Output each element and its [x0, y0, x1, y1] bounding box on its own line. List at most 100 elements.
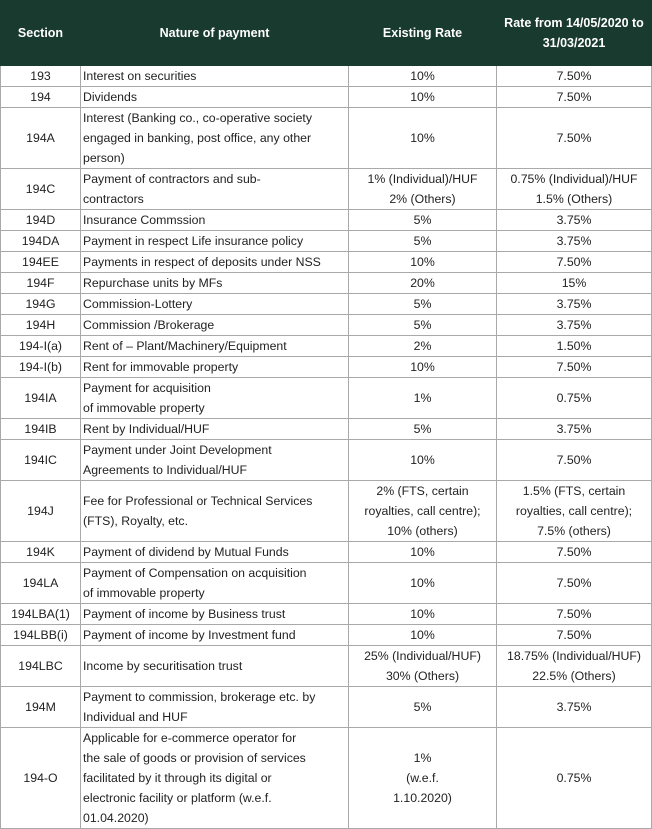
- nature-of-payment-cell: Payment in respect Life insurance policy: [80, 230, 349, 252]
- new-rate-cell: 3.75%: [496, 293, 652, 315]
- cell-line: 3.75%: [556, 297, 592, 311]
- nature-of-payment-cell: Interest on securities: [80, 65, 349, 87]
- new-rate-cell: 7.50%: [496, 603, 652, 625]
- cell-line: 10%: [410, 255, 435, 269]
- cell-line: 7.50%: [556, 628, 592, 642]
- new-rate-cell: 7.50%: [496, 251, 652, 273]
- section-cell: 194IB: [0, 418, 81, 440]
- table-row: 194IB Rent by Individual/HUF 5% 3.75%: [0, 418, 652, 440]
- cell-line: 10%: [410, 131, 435, 145]
- cell-line: Fee for Professional or Technical Servic…: [83, 494, 313, 508]
- header-new-rate: Rate from 14/05/2020 to 31/03/2021: [496, 0, 652, 66]
- nature-of-payment-cell: Rent for immovable property: [80, 356, 349, 378]
- cell-line: Applicable for e-commerce operator for: [83, 731, 297, 745]
- cell-line: 10%: [410, 90, 435, 104]
- cell-line: (FTS), Royalty, etc.: [83, 514, 188, 528]
- cell-line: Payment of income by Investment fund: [83, 628, 296, 642]
- nature-of-payment-cell: Insurance Commssion: [80, 209, 349, 231]
- table-row: 194D Insurance Commssion 5% 3.75%: [0, 209, 652, 231]
- cell-line: 7.50%: [556, 576, 592, 590]
- section-cell: 193: [0, 65, 81, 87]
- nature-of-payment-cell: Fee for Professional or Technical Servic…: [80, 480, 349, 542]
- existing-rate-cell: 5%: [348, 314, 497, 336]
- cell-line: 5%: [413, 422, 432, 436]
- new-rate-cell: 3.75%: [496, 686, 652, 728]
- new-rate-cell: 7.50%: [496, 624, 652, 646]
- cell-line: 15%: [561, 276, 587, 290]
- cell-line: Payment of Compensation on acquisition: [83, 566, 307, 580]
- header-row: Section Nature of payment Existing Rate …: [0, 0, 652, 66]
- cell-line: 5%: [413, 318, 432, 332]
- cell-line: Interest (Banking co., co-operative soci…: [83, 111, 312, 125]
- table-row: 194 Dividends 10% 7.50%: [0, 86, 652, 108]
- cell-line: electronic facility or platform (w.e.f.: [83, 791, 272, 805]
- cell-line: of immovable property: [83, 401, 205, 415]
- cell-line: Interest on securities: [83, 69, 197, 83]
- cell-line: Commission-Lottery: [83, 297, 193, 311]
- cell-line: Payments in respect of deposits under NS…: [83, 255, 321, 269]
- cell-line: 1.5% (FTS, certain: [522, 484, 626, 498]
- section-cell: 194F: [0, 272, 81, 294]
- cell-line: 5%: [413, 213, 432, 227]
- nature-of-payment-cell: Dividends: [80, 86, 349, 108]
- nature-of-payment-cell: Applicable for e-commerce operator for th…: [80, 727, 349, 829]
- table-row: 194-I(a) Rent of – Plant/Machinery/Equipm…: [0, 335, 652, 357]
- cell-line: Dividends: [83, 90, 137, 104]
- cell-line: 1.5% (Others): [535, 192, 613, 206]
- table-row: 194IC Payment under Joint Development Agre…: [0, 439, 652, 481]
- cell-line: 01.04.2020): [83, 811, 149, 825]
- table-row: 194EE Payments in respect of deposits und…: [0, 251, 652, 273]
- nature-of-payment-cell: Income by securitisation trust: [80, 645, 349, 687]
- nature-of-payment-cell: Rent by Individual/HUF: [80, 418, 349, 440]
- cell-line: royalties, call centre);: [515, 504, 633, 518]
- cell-line: Repurchase units by MFs: [83, 276, 223, 290]
- table-row: 193 Interest on securities 10% 7.50%: [0, 65, 652, 87]
- cell-line: 7.50%: [556, 360, 592, 374]
- new-rate-cell: 3.75%: [496, 314, 652, 336]
- existing-rate-cell: 25% (Individual/HUF) 30% (Others): [348, 645, 497, 687]
- table-row: 194H Commission /Brokerage 5% 3.75%: [0, 314, 652, 336]
- cell-line: 0.75% (Individual)/HUF: [510, 172, 638, 186]
- table-row: 194G Commission-Lottery 5% 3.75%: [0, 293, 652, 315]
- cell-line: 0.75%: [556, 391, 592, 405]
- cell-line: 1%: [413, 391, 432, 405]
- section-cell: 194G: [0, 293, 81, 315]
- table-row: 194J Fee for Professional or Technical Se…: [0, 480, 652, 542]
- table-row: 194LBA(1) Payment of income by Business t…: [0, 603, 652, 625]
- table-row: 194-O Applicable for e-commerce operator …: [0, 727, 652, 829]
- section-cell: 194A: [0, 107, 81, 169]
- cell-line: 1.10.2020): [393, 791, 452, 805]
- nature-of-payment-cell: Payment to commission, brokerage etc. by…: [80, 686, 349, 728]
- cell-line: Rent by Individual/HUF: [83, 422, 210, 436]
- table-header: Section Nature of payment Existing Rate …: [0, 0, 652, 66]
- section-cell: 194LBC: [0, 645, 81, 687]
- new-rate-cell: 3.75%: [496, 230, 652, 252]
- new-rate-cell: 7.50%: [496, 107, 652, 169]
- nature-of-payment-cell: Rent of – Plant/Machinery/Equipment: [80, 335, 349, 357]
- existing-rate-cell: 10%: [348, 562, 497, 604]
- cell-line: 10%: [410, 545, 435, 559]
- existing-rate-cell: 10%: [348, 439, 497, 481]
- existing-rate-cell: 10%: [348, 251, 497, 273]
- new-rate-cell: 7.50%: [496, 65, 652, 87]
- section-cell: 194DA: [0, 230, 81, 252]
- table-body: 193 Interest on securities 10% 7.50% 194 Divi…: [0, 65, 652, 829]
- cell-line: 30% (Others): [385, 669, 460, 683]
- existing-rate-cell: 10%: [348, 107, 497, 169]
- nature-of-payment-cell: Payment of income by Investment fund: [80, 624, 349, 646]
- table-row: 194M Payment to commission, brokerage etc…: [0, 686, 652, 728]
- cell-line: Individual and HUF: [83, 710, 188, 724]
- section-cell: 194-O: [0, 727, 81, 829]
- cell-line: 5%: [413, 297, 432, 311]
- cell-line: Income by securitisation trust: [83, 659, 243, 673]
- cell-line: 5%: [413, 234, 432, 248]
- new-rate-cell: 15%: [496, 272, 652, 294]
- header-nature-of-payment: Nature of payment: [80, 0, 349, 66]
- nature-of-payment-cell: Interest (Banking co., co-operative soci…: [80, 107, 349, 169]
- section-cell: 194EE: [0, 251, 81, 273]
- cell-line: Payment for acquisition: [83, 381, 211, 395]
- section-cell: 194H: [0, 314, 81, 336]
- existing-rate-cell: 5%: [348, 293, 497, 315]
- cell-line: 1% (Individual)/HUF: [367, 172, 478, 186]
- cell-line: 10%: [410, 607, 435, 621]
